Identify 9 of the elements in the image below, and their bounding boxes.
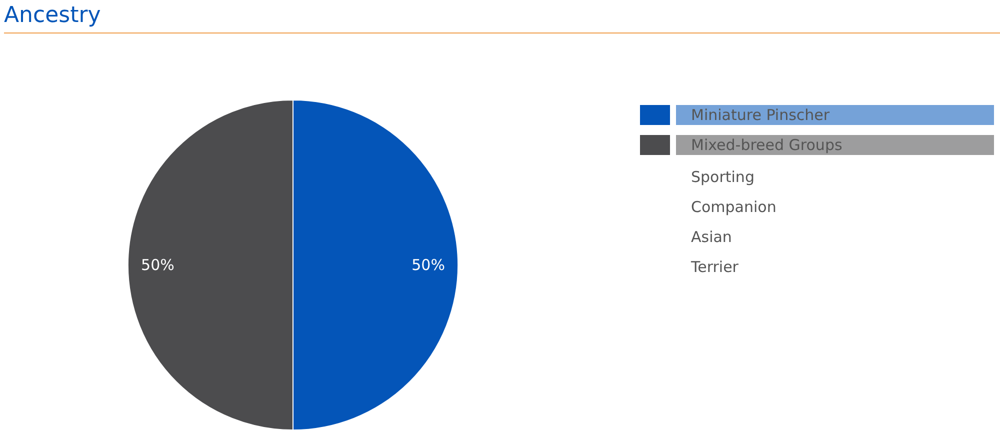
text: Terrier xyxy=(690,258,740,276)
text: Companion xyxy=(691,198,776,216)
data-label: 50% xyxy=(412,256,445,274)
text: Sporting xyxy=(691,168,754,186)
legend-label: Mixed-breed Groups xyxy=(691,136,842,154)
chart-title: Ancestry xyxy=(4,3,101,28)
legend-label: Miniature Pinscher xyxy=(691,106,830,124)
text: Asian xyxy=(691,228,732,246)
data-label: 50% xyxy=(141,256,174,274)
